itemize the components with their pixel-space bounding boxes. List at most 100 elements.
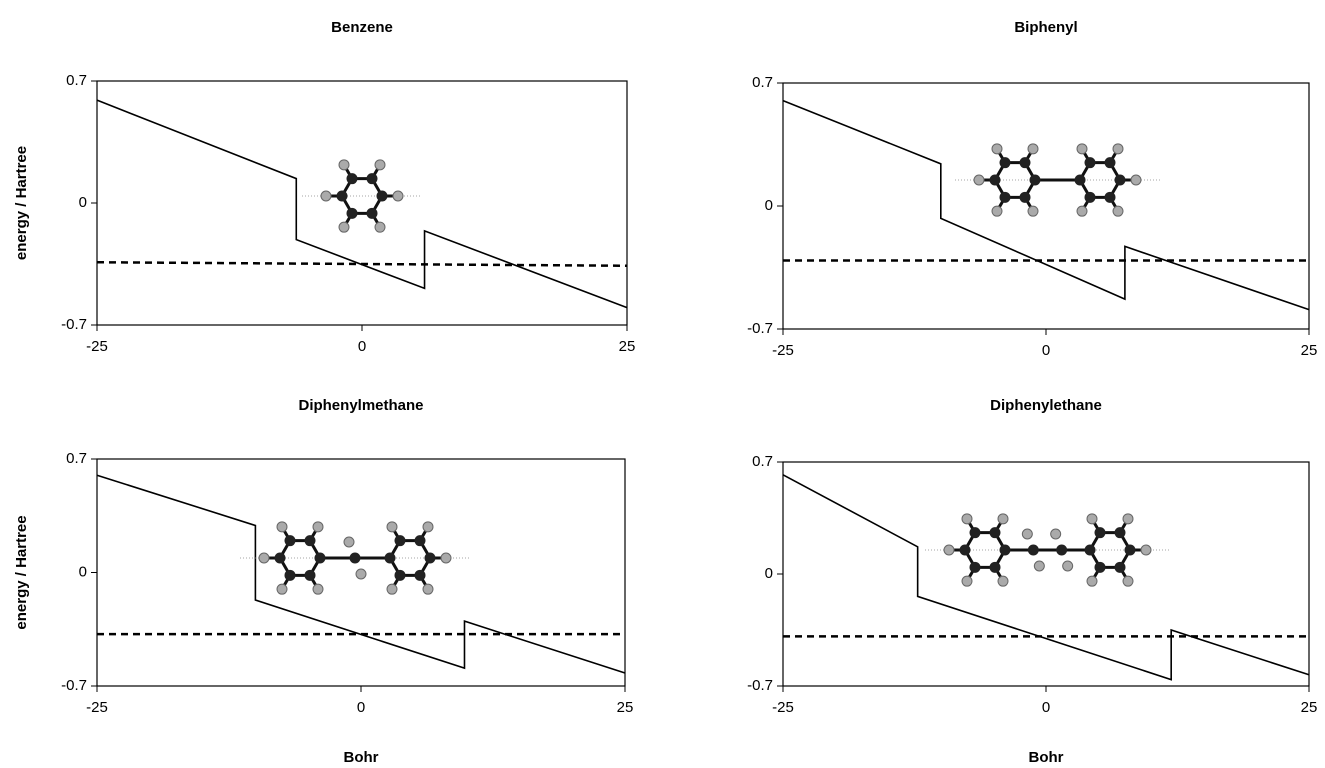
x-tick-label: 25 — [1301, 342, 1318, 359]
y-tick-label: 0.7 — [66, 72, 87, 89]
carbon — [285, 535, 296, 546]
carbon — [1085, 192, 1096, 203]
molecule — [302, 160, 422, 232]
y-tick-label: -0.7 — [747, 677, 773, 694]
carbon — [1115, 562, 1126, 573]
hydrogen — [393, 191, 403, 201]
carbon — [1085, 545, 1096, 556]
figure: Benzene -0.7 0 0.7 -25 0 25 energy / Hartree Bip… — [0, 0, 1325, 768]
chart-title: Benzene — [331, 19, 393, 36]
carbon — [395, 570, 406, 581]
carbon — [367, 173, 378, 184]
carbon — [990, 562, 1001, 573]
carbon — [1000, 192, 1011, 203]
hydrogen — [962, 576, 972, 586]
plot-frame — [97, 81, 627, 325]
carbon — [960, 545, 971, 556]
hydrogen — [259, 553, 269, 563]
hydrogen — [313, 522, 323, 532]
hydrogen — [1051, 529, 1061, 539]
carbon — [347, 173, 358, 184]
hydrogen — [1077, 206, 1087, 216]
hydrogen — [1077, 144, 1087, 154]
hydrogen — [944, 545, 954, 555]
hydrogen — [441, 553, 451, 563]
carbon — [1125, 545, 1136, 556]
carbon — [1115, 175, 1126, 186]
y-tick-label: 0 — [765, 197, 773, 214]
hydrogen — [423, 522, 433, 532]
carbon — [1085, 157, 1096, 168]
carbon — [395, 535, 406, 546]
carbon — [415, 535, 426, 546]
hydrogen — [992, 144, 1002, 154]
hydrogen — [375, 160, 385, 170]
hydrogen — [1022, 529, 1032, 539]
hydrogen — [1087, 576, 1097, 586]
hydrogen — [1123, 576, 1133, 586]
carbon — [990, 527, 1001, 538]
hydrogen — [1131, 175, 1141, 185]
carbon — [1095, 562, 1106, 573]
hydrogen — [1141, 545, 1151, 555]
x-tick-label: -25 — [772, 342, 794, 359]
y-tick-label: 0 — [79, 563, 87, 580]
carbon — [1056, 545, 1067, 556]
y-tick-label: 0.7 — [752, 453, 773, 470]
hydrogen — [313, 584, 323, 594]
x-tick-label: 25 — [619, 338, 636, 355]
x-tick-label: -25 — [772, 699, 794, 716]
x-tick-label: 0 — [357, 699, 365, 716]
carbon — [970, 562, 981, 573]
carbon — [305, 570, 316, 581]
hydrogen — [992, 206, 1002, 216]
x-axis-label: Bohr — [344, 749, 379, 766]
y-tick-label: -0.7 — [747, 320, 773, 337]
hydrogen — [387, 584, 397, 594]
carbon — [1075, 175, 1086, 186]
molecule — [955, 144, 1160, 216]
x-tick-label: 25 — [1301, 699, 1318, 716]
x-tick-label: 0 — [1042, 699, 1050, 716]
x-axis-label: Bohr — [1029, 749, 1064, 766]
hydrogen — [962, 514, 972, 524]
carbon — [970, 527, 981, 538]
carbon — [367, 208, 378, 219]
y-tick-label: 0 — [765, 565, 773, 582]
y-tick-label: -0.7 — [61, 677, 87, 694]
carbon — [1020, 157, 1031, 168]
hydrogen — [1113, 144, 1123, 154]
page: {"chart_data": [ {"type": "line", "title… — [0, 0, 1325, 768]
hydrogen — [387, 522, 397, 532]
hydrogen — [974, 175, 984, 185]
hydrogen — [1063, 561, 1073, 571]
chart-title: Diphenylethane — [990, 397, 1102, 414]
y-axis-label: energy / Hartree — [13, 146, 30, 260]
x-tick-label: -25 — [86, 338, 108, 355]
line — [783, 475, 1309, 680]
carbon — [990, 175, 1001, 186]
hydrogen — [339, 222, 349, 232]
x-tick-label: 25 — [617, 699, 634, 716]
x-tick-label: 0 — [1042, 342, 1050, 359]
hydrogen — [277, 584, 287, 594]
hydrogen — [998, 576, 1008, 586]
carbon — [285, 570, 296, 581]
hydrogen — [1087, 514, 1097, 524]
x-tick-label: 0 — [358, 338, 366, 355]
dashed-line — [97, 262, 627, 265]
hydrogen — [423, 584, 433, 594]
hydrogen — [277, 522, 287, 532]
plot-frame — [783, 83, 1309, 329]
carbon — [1020, 192, 1031, 203]
carbon — [385, 553, 396, 564]
chart-title: Biphenyl — [1014, 19, 1077, 36]
x-tick-label: -25 — [86, 699, 108, 716]
carbon — [1105, 192, 1116, 203]
carbon — [1095, 527, 1106, 538]
carbon — [275, 553, 286, 564]
carbon — [350, 553, 361, 564]
y-tick-label: -0.7 — [61, 316, 87, 333]
molecule — [240, 522, 470, 594]
hydrogen — [375, 222, 385, 232]
